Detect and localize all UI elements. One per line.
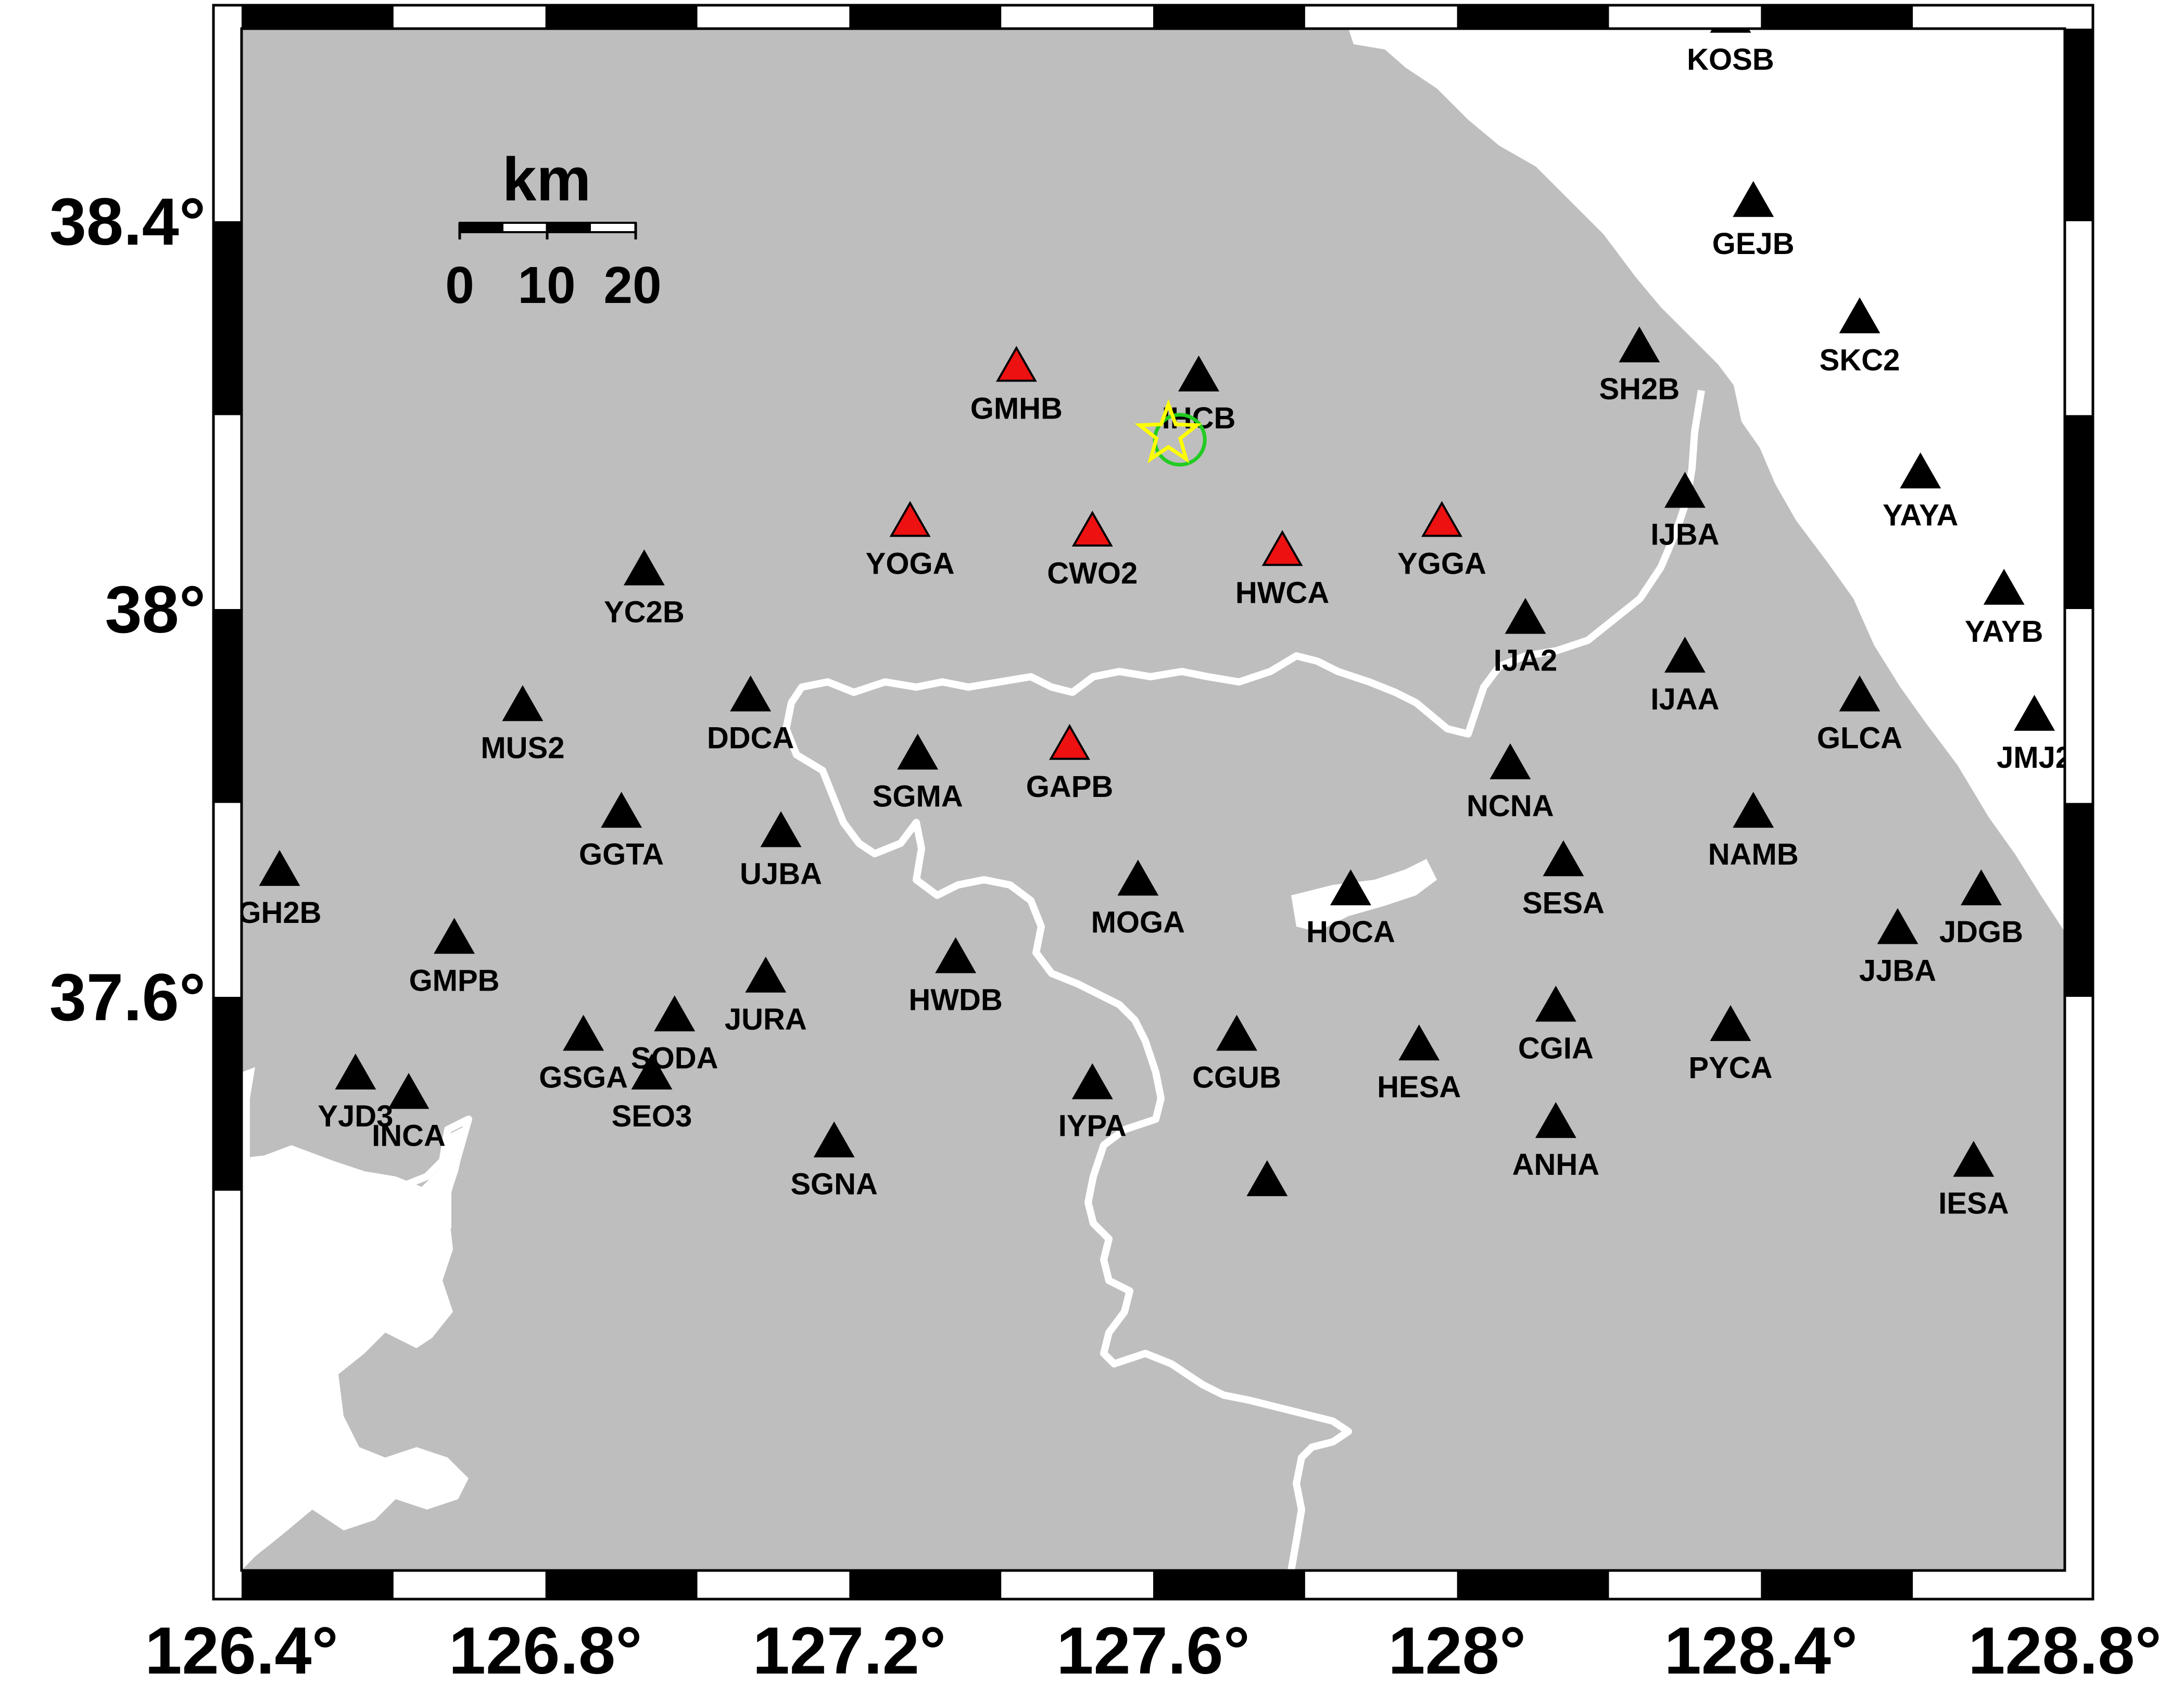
station-label-gsga: GSGA	[539, 1061, 628, 1095]
station-label-cwo2: CWO2	[1047, 556, 1138, 590]
station-label-ujba: UJBA	[740, 857, 822, 891]
station-label-cgub: CGUB	[1192, 1061, 1281, 1095]
station-label-inca: INCA	[372, 1119, 446, 1152]
station-label-cgia: CGIA	[1518, 1032, 1594, 1066]
station-label-seo3: SEO3	[612, 1099, 692, 1133]
station-marker-skc2	[1841, 299, 1878, 332]
station-label-ggta: GGTA	[579, 838, 664, 871]
station-label-hwdb: HWDB	[908, 983, 1002, 1017]
station-label-sgna: SGNA	[790, 1167, 878, 1201]
station-label-ijba: IJBA	[1650, 518, 1719, 552]
station-label-yoga: YOGA	[866, 547, 955, 580]
station-marker-yayb	[1985, 571, 2023, 604]
station-label-pyca: PYCA	[1688, 1051, 1772, 1085]
station-label-gmpb: GMPB	[409, 964, 500, 997]
station-label-hwca: HWCA	[1235, 576, 1329, 610]
station-label-iypa: IYPA	[1058, 1109, 1127, 1143]
x-tick-label: 128.4°	[1664, 1614, 1858, 1685]
station-label-sgma: SGMA	[873, 779, 963, 813]
station-label-yaya: YAYA	[1883, 498, 1958, 532]
station-label-gh2b: GH2B	[237, 896, 321, 930]
y-axis-labels: 37.6°38°38.4°38.8°	[49, 0, 206, 1035]
station-label-moga: MOGA	[1091, 906, 1185, 940]
station-label-hesa: HESA	[1377, 1070, 1461, 1104]
scale-label-10: 10	[517, 256, 575, 314]
scale-label-20: 20	[603, 256, 661, 314]
y-tick-label: 37.6°	[49, 960, 206, 1035]
station-label-ygga: YGGA	[1397, 547, 1486, 580]
station-label-ncna: NCNA	[1467, 789, 1554, 823]
station-label-ijaa: IJAA	[1650, 682, 1719, 716]
station-label-sesa: SESA	[1522, 886, 1605, 920]
station-label-gmhb: GMHB	[970, 391, 1063, 425]
x-tick-label: 127.2°	[753, 1614, 946, 1685]
station-label-jjba: JJBA	[1859, 954, 1936, 988]
x-tick-label: 126.4°	[145, 1614, 338, 1685]
x-tick-label: 126.8°	[449, 1614, 642, 1685]
station-label-kosb: KOSB	[1687, 43, 1774, 77]
x-tick-label: 128°	[1388, 1614, 1526, 1685]
x-tick-label: 127.6°	[1056, 1614, 1250, 1685]
station-label-ija2: IJA2	[1494, 644, 1558, 678]
station-label-mus2: MUS2	[481, 731, 564, 765]
station-label-yayb: YAYB	[1965, 615, 2043, 649]
station-label-yc2b: YC2B	[604, 596, 685, 629]
station-label-jura: JURA	[725, 1003, 807, 1036]
station-label-ddca: DDCA	[707, 721, 794, 755]
y-tick-label: 38.4°	[49, 185, 206, 259]
station-marker-jmj2	[2016, 697, 2053, 730]
station-label-jmj2: JMJ2	[1997, 741, 2072, 775]
x-tick-label: 128.8°	[1968, 1614, 2162, 1685]
x-axis-labels: 126.4° 126.8° 127.2° 127.6° 128° 128.4° 128.8°	[145, 1614, 2162, 1685]
station-label-gejb: GEJB	[1712, 227, 1795, 261]
y-tick-label: 38°	[105, 573, 206, 647]
station-marker-gejb	[1735, 183, 1772, 216]
station-label-jdgb: JDGB	[1939, 915, 2023, 949]
station-label-skc2: SKC2	[1820, 343, 1900, 377]
station-label-iesa: IESA	[1938, 1187, 2009, 1221]
station-label-glca: GLCA	[1817, 721, 1902, 755]
station-label-sh2b: SH2B	[1599, 372, 1680, 406]
scale-bar-seg-1	[460, 223, 503, 232]
station-label-gapb: GAPB	[1026, 770, 1114, 804]
station-label-namb: NAMB	[1708, 838, 1799, 871]
station-label-anha: ANHA	[1512, 1148, 1600, 1182]
scale-bar-title: km	[502, 145, 591, 214]
station-marker-yaya	[1902, 454, 1939, 487]
scale-bar-seg-3	[547, 223, 591, 232]
station-label-hoca: HOCA	[1306, 915, 1395, 949]
scale-label-0: 0	[445, 256, 474, 314]
